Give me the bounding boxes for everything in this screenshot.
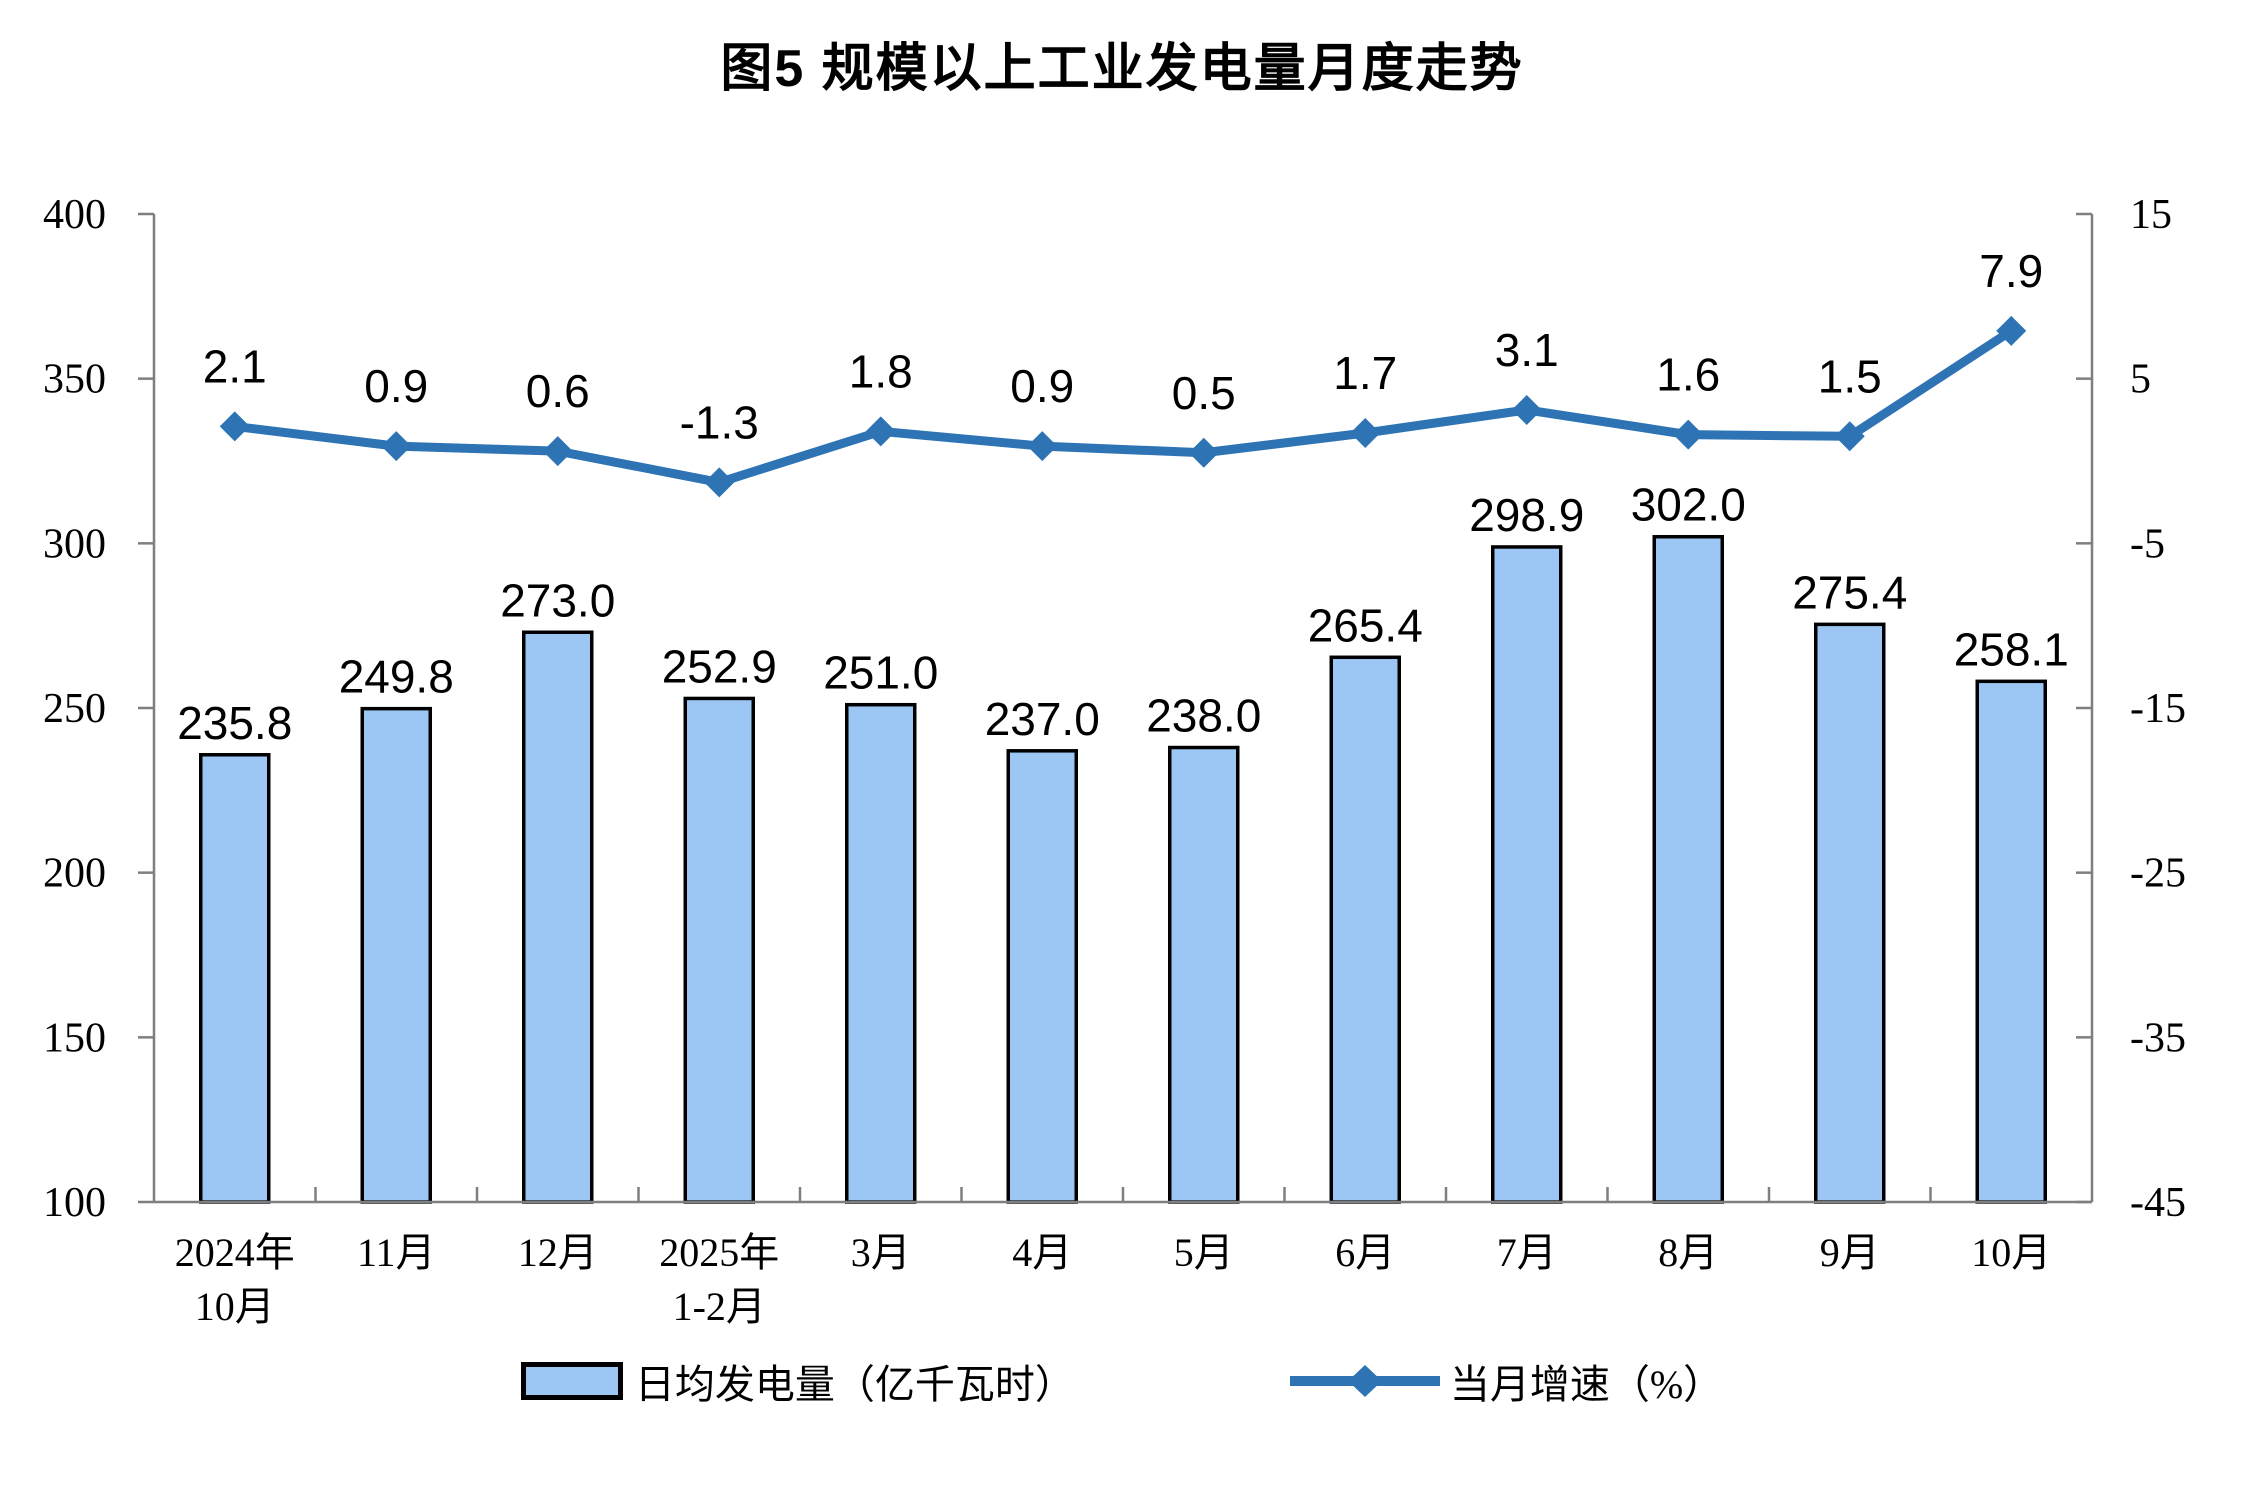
bar-value-label: 238.0 [1146,690,1261,742]
bar-value-label: 251.0 [823,647,938,699]
legend-item-line: 当月增速（%） [1289,1352,1724,1410]
line-value-label: 0.9 [364,360,428,412]
bar [1814,622,1886,1204]
line-marker-diamond-icon [704,467,735,498]
line-value-label: 1.7 [1333,347,1397,399]
right-axis-tick-label: -45 [2130,1180,2186,1226]
bar-value-label: 258.1 [1954,623,2069,675]
line-marker-diamond-icon [219,411,250,442]
line-value-label: 1.8 [849,345,913,397]
x-axis-label: 12月 [518,1230,598,1275]
x-axis-label-line2: 10月 [195,1284,275,1329]
left-axis-tick-label: 250 [43,686,106,732]
x-axis-label: 5月 [1174,1230,1234,1275]
x-axis-label-line2: 1-2月 [673,1284,766,1329]
x-axis-label: 9月 [1820,1230,1880,1275]
legend-line-label: 当月增速（%） [1449,1362,1724,1407]
left-axis-tick-label: 200 [43,851,106,897]
bar [1168,745,1240,1204]
left-axis-tick-label: 350 [43,357,106,403]
bar [845,702,917,1204]
x-axis-label: 7月 [1497,1230,1557,1275]
bar [1491,545,1563,1204]
bar-value-label: 298.9 [1469,489,1584,541]
bar [522,630,594,1204]
line-value-label: -1.3 [680,396,759,448]
line-marker-swatch-icon [1289,1365,1440,1397]
line-value-label: 1.5 [1818,350,1882,402]
line-marker-diamond-icon [1027,431,1058,462]
bar-value-label: 302.0 [1631,479,1746,531]
line-value-label: 7.9 [1979,245,2043,297]
left-axis-tick-label: 300 [43,521,106,567]
bar-value-label: 252.9 [662,640,777,692]
left-axis-tick-label: 150 [43,1015,106,1061]
x-axis-label: 10月 [1971,1230,2051,1275]
line-marker-diamond-icon [1350,418,1381,449]
legend: 日均发电量（亿千瓦时） 当月增速（%） [0,1352,2244,1410]
legend-item-bar: 日均发电量（亿千瓦时） [520,1352,1075,1410]
x-axis-label: 2025年 [659,1230,779,1275]
legend-diamond-icon [1347,1365,1382,1397]
line-value-label: 3.1 [1495,324,1559,376]
bar [360,706,432,1204]
bar [1006,749,1078,1204]
line-marker-diamond-icon [1188,437,1219,468]
bar-value-label: 235.8 [177,697,292,749]
line-value-label: 0.9 [1010,360,1074,412]
x-axis-label: 2024年 [175,1230,295,1275]
bar-value-label: 273.0 [500,574,615,626]
right-axis-tick-label: -25 [2130,851,2186,897]
x-axis-label: 3月 [851,1230,911,1275]
line-value-label: 1.6 [1656,349,1720,401]
left-axis-tick-label: 400 [43,192,106,238]
legend-bar-label: 日均发电量（亿千瓦时） [634,1362,1075,1407]
x-axis-label: 6月 [1335,1230,1395,1275]
line-marker-diamond-icon [1834,421,1865,452]
x-axis-label: 4月 [1012,1230,1072,1275]
line-marker-diamond-icon [1996,315,2027,346]
bar [1329,655,1401,1204]
bar [1975,679,2047,1204]
bar-value-label: 237.0 [985,693,1100,745]
bar-value-label: 265.4 [1308,599,1423,651]
line-value-label: 0.6 [526,365,590,417]
line-marker-diamond-icon [1511,394,1542,425]
line-value-label: 2.1 [203,340,267,392]
bar-swatch-icon [520,1362,623,1400]
x-axis-label: 11月 [357,1230,436,1275]
line-value-label: 0.5 [1172,367,1236,419]
bar [199,753,271,1204]
right-axis-tick-label: 5 [2130,357,2151,403]
bar [1652,534,1724,1204]
line-series [234,327,2014,487]
bar-value-label: 275.4 [1792,566,1907,618]
chart-title: 图5 规模以上工业发电量月度走势 [720,40,1524,98]
bar [683,696,755,1204]
left-axis-tick-label: 100 [43,1180,106,1226]
right-axis-tick-label: 15 [2130,192,2172,238]
bar-value-label: 249.8 [339,651,454,703]
line-marker-diamond-icon [542,436,573,467]
line-marker-diamond-icon [381,431,412,462]
right-axis-tick-label: -5 [2130,521,2165,567]
line-marker-diamond-icon [1673,419,1704,450]
x-axis-label: 8月 [1658,1230,1718,1275]
right-axis-tick-label: -35 [2130,1015,2186,1061]
right-axis-tick-label: -15 [2130,686,2186,732]
line-marker-diamond-icon [865,416,896,447]
